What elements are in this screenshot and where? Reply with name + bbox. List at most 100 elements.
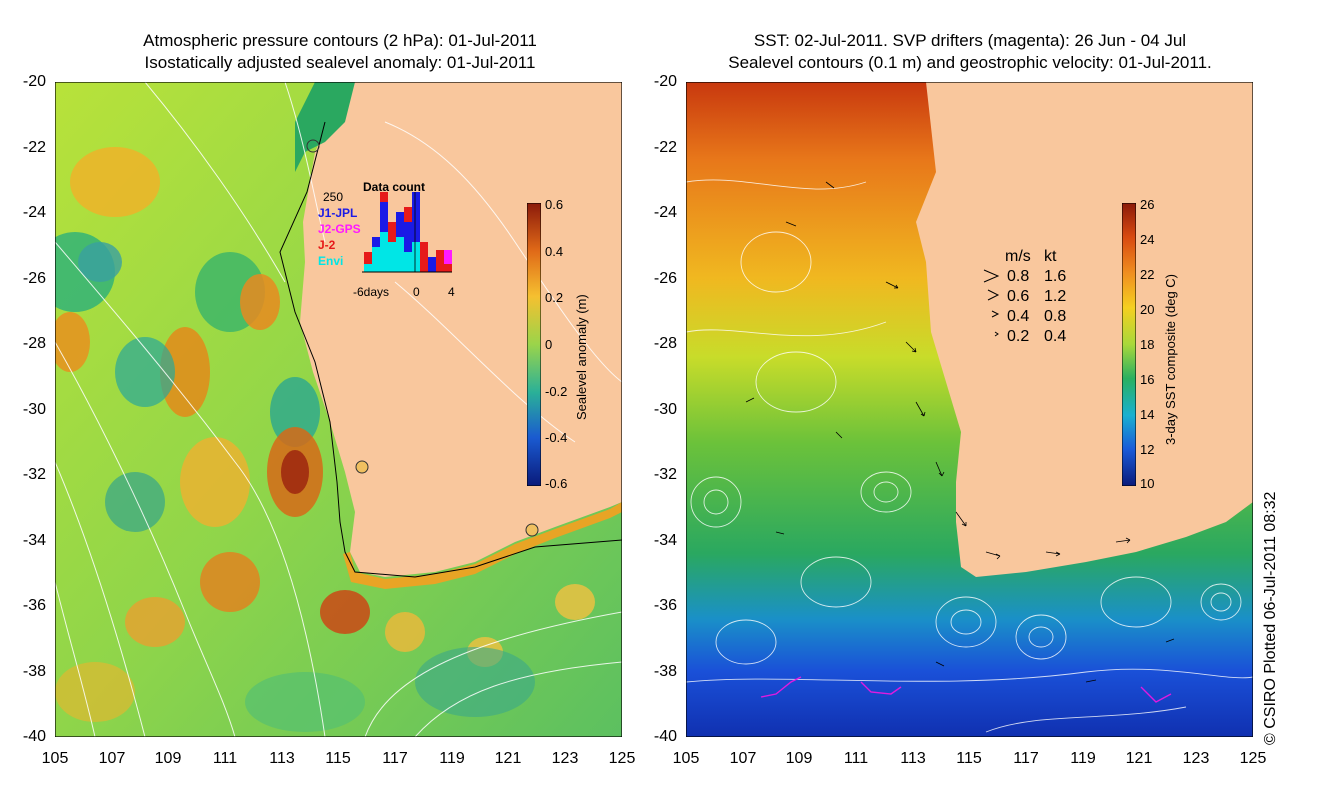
- colorbar-tick: 0.4: [545, 244, 564, 259]
- velocity-legend-ms: 0.8: [1007, 268, 1030, 285]
- y-tick-label: -24: [653, 204, 677, 221]
- x-tick-label: 121: [1125, 750, 1153, 767]
- northern-coast-band: [295, 82, 355, 172]
- y-tick-label: -28: [653, 335, 677, 352]
- x-tick-label: 113: [900, 750, 926, 767]
- x-tick-label: 113: [269, 750, 295, 767]
- velocity-legend-arrows: [983, 269, 1000, 337]
- colorbar-tick: -0.4: [545, 430, 568, 445]
- tide-gauge-marker: [306, 139, 320, 153]
- velocity-legend-ms: 0.6: [1007, 288, 1030, 305]
- x-tick-label: 125: [608, 750, 636, 767]
- y-tick-label: -26: [653, 270, 677, 287]
- colorbar-tick: 12: [1140, 442, 1155, 457]
- left-title-line1: Atmospheric pressure contours (2 hPa): 0…: [143, 31, 537, 50]
- x-tick-label: 109: [154, 750, 182, 767]
- velocity-legend-ms: 0.2: [1007, 328, 1030, 345]
- colorbar-tick: 26: [1140, 197, 1155, 212]
- x-tick-label: 105: [41, 750, 69, 767]
- y-tick-label: -34: [653, 532, 677, 549]
- histogram-tick-min: -6days: [353, 285, 390, 299]
- y-tick-label: -30: [22, 401, 46, 418]
- y-tick-label: -38: [653, 663, 677, 680]
- x-tick-label: 123: [1182, 750, 1210, 767]
- x-tick-label: 115: [956, 750, 982, 767]
- source-label-j2-gps: J2-GPS: [318, 222, 361, 236]
- y-tick-label: -36: [653, 597, 677, 614]
- australia-landmass: [916, 82, 1253, 577]
- x-tick-label: 117: [1013, 750, 1039, 767]
- shelf-break-line: [279, 121, 622, 578]
- y-tick-label: -28: [22, 335, 46, 352]
- histogram-tick-zero: 0: [413, 285, 420, 299]
- y-tick-label: -20: [653, 73, 677, 90]
- colorbar-tick: 16: [1140, 372, 1155, 387]
- x-tick-label: 107: [98, 750, 126, 767]
- right-map-title: SST: 02-Jul-2011. SVP drifters (magenta)…: [660, 30, 1280, 74]
- colorbar-tick: 22: [1140, 267, 1155, 282]
- y-tick-label: -32: [653, 466, 677, 483]
- colorbar-tick: -0.6: [545, 476, 568, 491]
- colorbar-tick: -0.2: [545, 384, 568, 399]
- y-tick-label: -36: [22, 597, 46, 614]
- y-tick-label: -40: [22, 728, 46, 745]
- colorbar-tick: 0: [545, 337, 553, 352]
- source-label-j1-jpl: J1-JPL: [318, 206, 358, 220]
- sst-colorbar-label: 3-day SST composite (deg C): [1163, 274, 1178, 445]
- data-count-title: Data count: [363, 180, 426, 194]
- colorbar-tick: 20: [1140, 302, 1155, 317]
- colorbar-tick: 0.6: [545, 197, 564, 212]
- y-tick-label: -26: [22, 270, 46, 287]
- left-title-line2: Isostatically adjusted sealevel anomaly:…: [144, 53, 536, 72]
- x-tick-label: 121: [494, 750, 522, 767]
- velocity-legend-ms: 0.4: [1007, 308, 1030, 325]
- right-title-line2: Sealevel contours (0.1 m) and geostrophi…: [728, 53, 1212, 72]
- histogram-bars: [364, 192, 452, 272]
- x-tick-label: 105: [672, 750, 700, 767]
- data-count-max: 250: [323, 190, 344, 204]
- csiro-credit: © CSIRO Plotted 06-Jul-2011 08:32: [1262, 491, 1279, 745]
- sealevel-colorbar: [527, 203, 541, 486]
- y-tick-label: -20: [22, 73, 46, 90]
- svp-drifter-tracks: [760, 676, 1172, 703]
- x-tick-label: 107: [729, 750, 757, 767]
- data-count-histogram: [362, 192, 452, 273]
- histogram-tick-max: 4: [448, 285, 455, 299]
- colorbar-tick: 14: [1140, 407, 1155, 422]
- velocity-legend-kt: 1.2: [1044, 288, 1067, 305]
- x-tick-label: 125: [1239, 750, 1267, 767]
- source-label-envi: Envi: [318, 254, 344, 268]
- colorbar-tick: 24: [1140, 232, 1155, 247]
- velocity-legend-header-kt: kt: [1044, 248, 1057, 265]
- tide-gauge-marker: [525, 523, 539, 537]
- velocity-legend-kt: 0.8: [1044, 308, 1067, 325]
- colorbar-tick: 18: [1140, 337, 1155, 352]
- y-tick-label: -30: [653, 401, 677, 418]
- coastal-shelf: [343, 502, 622, 589]
- x-tick-label: 119: [439, 750, 465, 767]
- pressure-contours: [55, 82, 622, 737]
- x-tick-label: 115: [325, 750, 351, 767]
- y-tick-label: -38: [22, 663, 46, 680]
- y-tick-label: -40: [653, 728, 677, 745]
- y-tick-label: -22: [22, 139, 46, 156]
- right-title-line1: SST: 02-Jul-2011. SVP drifters (magenta)…: [753, 31, 1187, 50]
- source-label-j-2: J-2: [318, 238, 336, 252]
- x-tick-label: 123: [551, 750, 579, 767]
- sst-map: [686, 82, 1253, 737]
- velocity-legend-kt: 1.6: [1044, 268, 1067, 285]
- colorbar-tick: 0.2: [545, 290, 564, 305]
- geostrophic-velocity-arrows: [745, 181, 1175, 683]
- y-tick-label: -22: [653, 139, 677, 156]
- y-tick-label: -32: [22, 466, 46, 483]
- y-tick-label: -24: [22, 204, 46, 221]
- sealevel-colorbar-label: Sealevel anomaly (m): [574, 294, 589, 420]
- x-tick-label: 109: [785, 750, 813, 767]
- tide-gauge-marker: [355, 460, 369, 474]
- x-tick-label: 111: [212, 750, 238, 767]
- sst-colorbar: [1122, 203, 1136, 486]
- y-tick-label: -34: [22, 532, 46, 549]
- velocity-legend-kt: 0.4: [1044, 328, 1067, 345]
- colorbar-tick: 10: [1140, 476, 1155, 491]
- sealevel-contours: [686, 179, 1253, 733]
